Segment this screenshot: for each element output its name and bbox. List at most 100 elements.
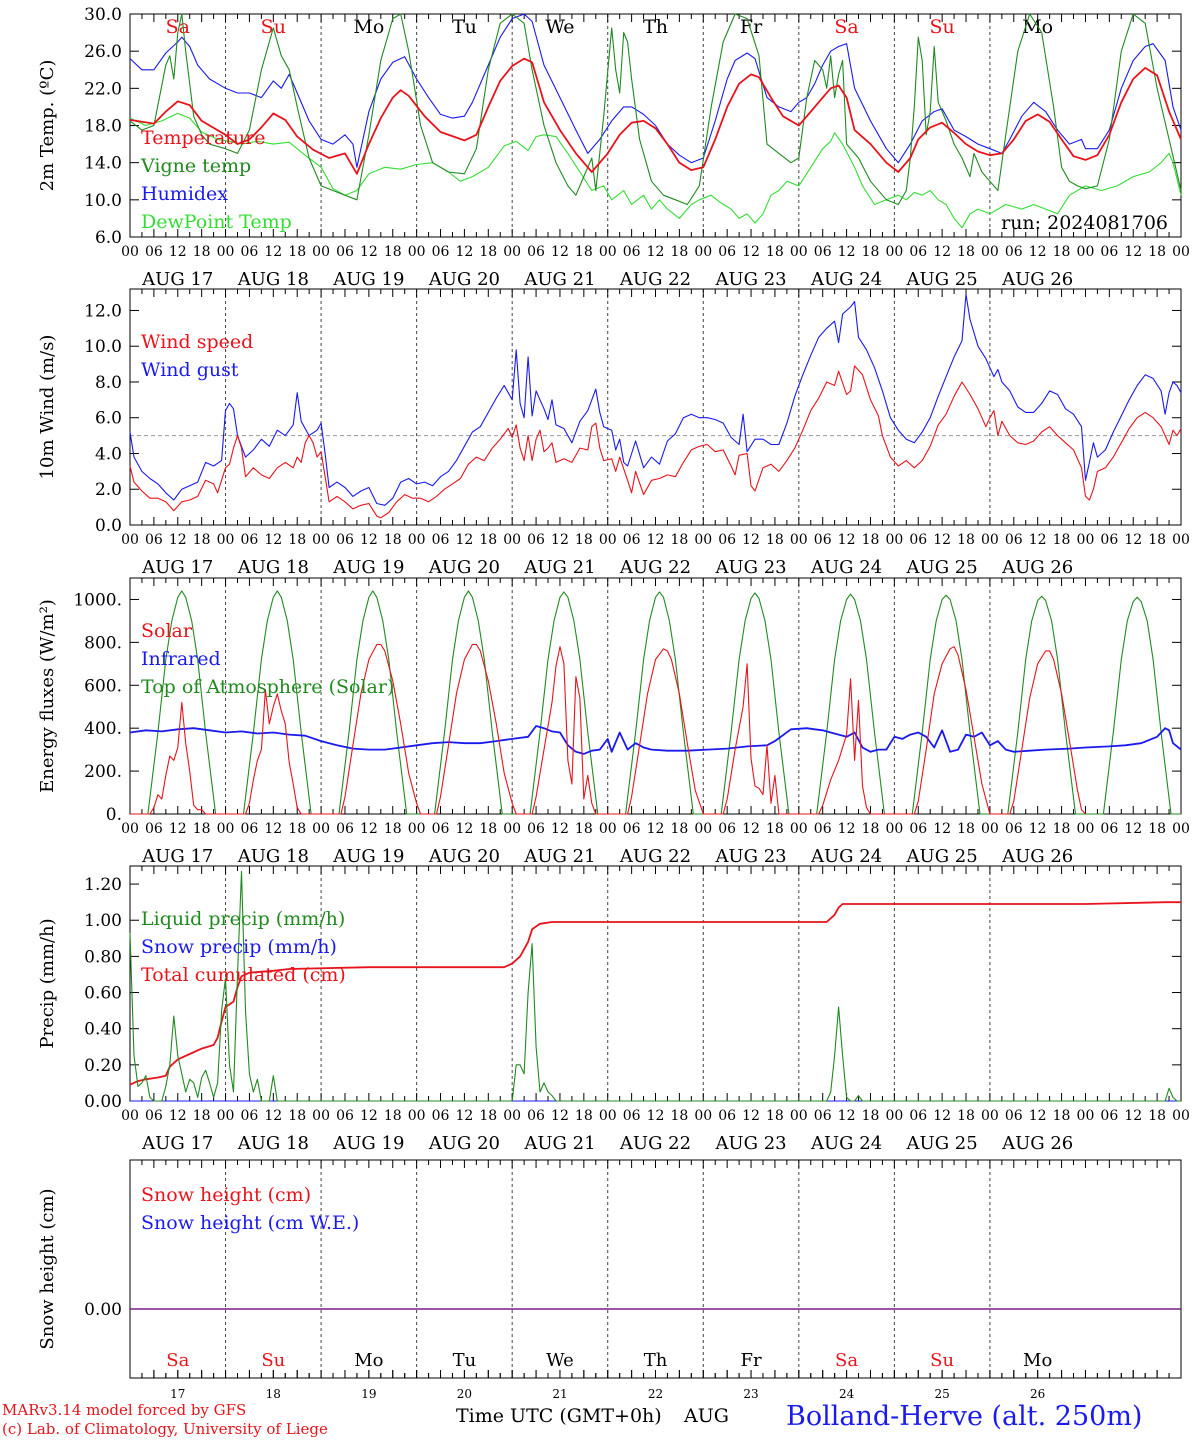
wind-hour-label: 18 — [1148, 532, 1166, 548]
energy-ytick-label: 600. — [84, 676, 122, 696]
energy-hour-label: 18 — [1053, 821, 1071, 837]
temperature-hour-label: 12 — [1124, 244, 1142, 260]
precip-date-label: AUG 22 — [619, 1133, 691, 1154]
temperature-hour-label: 00 — [885, 244, 903, 260]
wind-hour-label: 00 — [1077, 532, 1095, 548]
energy-hour-label: 06 — [909, 821, 927, 837]
day-name-bottom: Fr — [740, 1350, 761, 1371]
energy-hour-label: 18 — [670, 821, 688, 837]
temperature-date-label: AUG 17 — [141, 269, 213, 290]
precip-date-label: AUG 26 — [1001, 1133, 1073, 1154]
precip-panel: Precip (mm/h) 0.00 0.20 0.40 0.60 0.80 1.00 1.2… — [37, 865, 1190, 1154]
energy-series-top-of-atmosphere-solar — [130, 590, 1181, 815]
wind-hour-label: 00 — [790, 532, 808, 548]
energy-legend-top-of-atmosphere-solar: Top of Atmosphere (Solar) — [141, 676, 394, 698]
wind-ytick-label: 0.0 — [95, 516, 122, 536]
lab-credit: (c) Lab. of Climatology, University of L… — [2, 1420, 328, 1438]
precip-hour-label: 18 — [670, 1108, 688, 1124]
temperature-hour-label: 06 — [145, 244, 163, 260]
wind-date-label: AUG 18 — [237, 557, 309, 578]
precip-legend-total-cumulated-cm: Total cumulated (cm) — [141, 964, 346, 986]
precip-hour-label: 00 — [599, 1108, 617, 1124]
temperature-date-label: AUG 18 — [237, 269, 309, 290]
temperature-date-label: AUG 22 — [619, 269, 691, 290]
wind-hour-label: 12 — [838, 532, 856, 548]
temperature-ytick-label: 22.0 — [84, 79, 122, 99]
wind-hour-label: 06 — [241, 532, 259, 548]
precip-date-label: AUG 23 — [714, 1133, 786, 1154]
precip-hour-label: 18 — [957, 1108, 975, 1124]
precip-hour-label: 12 — [838, 1108, 856, 1124]
energy-hour-label: 00 — [121, 821, 139, 837]
energy-hour-label: 18 — [575, 821, 593, 837]
temperature-series-dewpoint-temp — [129, 112, 1182, 229]
wind-date-label: AUG 25 — [906, 557, 978, 578]
precip-hour-label: 12 — [742, 1108, 760, 1124]
energy-hour-label: 12 — [169, 821, 187, 837]
precip-legend-snow-precip-mm-h: Snow precip (mm/h) — [141, 936, 337, 958]
energy-hour-label: 18 — [766, 821, 784, 837]
wind-hour-label: 18 — [288, 532, 306, 548]
day-name-top: Tu — [452, 16, 477, 38]
wind-hour-label: 00 — [694, 532, 712, 548]
snow-legend-snow-height-cm: Snow height (cm) — [141, 1184, 311, 1206]
day-name-bottom: Su — [261, 1350, 285, 1371]
wind-hour-label: 18 — [193, 532, 211, 548]
precip-legend-liquid-precip-mm-h: Liquid precip (mm/h) — [141, 908, 345, 930]
station-name: Bolland-Herve (alt. 250m) — [786, 1401, 1143, 1432]
temperature-hour-label: 00 — [408, 244, 426, 260]
wind-hour-label: 18 — [862, 532, 880, 548]
precip-hour-label: 00 — [312, 1108, 330, 1124]
wind-date-label: AUG 20 — [428, 557, 500, 578]
energy-hour-label: 06 — [432, 821, 450, 837]
temperature-hour-label: 12 — [1029, 244, 1047, 260]
temperature-date-label: AUG 19 — [332, 269, 404, 290]
date-number: 24 — [839, 1387, 855, 1401]
temperature-hour-label: 00 — [790, 244, 808, 260]
energy-series-infrared — [129, 725, 1182, 755]
energy-hour-label: 12 — [455, 821, 473, 837]
temperature-hour-label: 12 — [647, 244, 665, 260]
wind-panel: 10m Wind (m/s) 0.0 2.0 4.0 6.0 8.0 10.0 12.0 00 0… — [37, 288, 1190, 578]
temperature-legend-temperature: Temperature — [141, 127, 265, 149]
day-name-bottom: Th — [644, 1350, 668, 1371]
precip-date-label: AUG 24 — [810, 1133, 882, 1154]
temperature-ytick-label: 30.0 — [84, 5, 122, 25]
precip-hour-label: 18 — [1148, 1108, 1166, 1124]
wind-hour-label: 06 — [909, 532, 927, 548]
energy-date-label: AUG 21 — [523, 846, 595, 867]
precip-hour-label: 06 — [718, 1108, 736, 1124]
wind-ytick-label: 2.0 — [95, 480, 122, 500]
precip-date-label: AUG 17 — [141, 1133, 213, 1154]
precip-date-label: AUG 20 — [428, 1133, 500, 1154]
wind-hour-label: 12 — [647, 532, 665, 548]
precip-series-liquid-precip-mm-h — [129, 870, 1181, 1102]
wind-hour-label: 00 — [408, 532, 426, 548]
temperature-hour-label: 06 — [527, 244, 545, 260]
temperature-hour-label: 00 — [312, 244, 330, 260]
precip-date-label: AUG 21 — [523, 1133, 595, 1154]
temperature-hour-label: 00 — [694, 244, 712, 260]
precip-date-label: AUG 18 — [237, 1133, 309, 1154]
temperature-hour-label: 18 — [193, 244, 211, 260]
precip-hour-label: 06 — [336, 1108, 354, 1124]
energy-hour-label: 00 — [694, 821, 712, 837]
wind-hour-label: 00 — [885, 532, 903, 548]
energy-hour-label: 06 — [1005, 821, 1023, 837]
temperature-date-label: AUG 25 — [906, 269, 978, 290]
date-number: 22 — [648, 1387, 663, 1401]
precip-hour-label: 00 — [981, 1108, 999, 1124]
precip-hour-label: 18 — [575, 1108, 593, 1124]
energy-date-label: AUG 18 — [237, 846, 309, 867]
wind-hour-label: 06 — [814, 532, 832, 548]
precip-ytick-label: 0.20 — [84, 1056, 122, 1076]
precip-hour-label: 18 — [862, 1108, 880, 1124]
wind-legend-wind-gust: Wind gust — [141, 359, 239, 381]
temperature-legend-humidex: Humidex — [141, 183, 228, 205]
temperature-hour-label: 00 — [503, 244, 521, 260]
date-number: 17 — [170, 1387, 185, 1401]
date-number: 23 — [743, 1387, 758, 1401]
energy-hour-label: 06 — [1100, 821, 1118, 837]
energy-hour-label: 06 — [814, 821, 832, 837]
energy-date-label: AUG 26 — [1001, 846, 1073, 867]
